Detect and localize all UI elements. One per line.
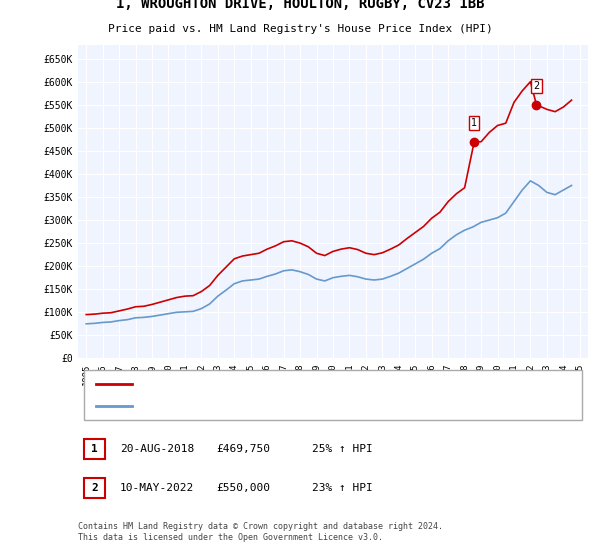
Text: 10-MAY-2022: 10-MAY-2022 — [120, 483, 194, 493]
Text: 2: 2 — [533, 81, 539, 91]
Text: £469,750: £469,750 — [216, 444, 270, 454]
Text: Price paid vs. HM Land Registry's House Price Index (HPI): Price paid vs. HM Land Registry's House … — [107, 24, 493, 34]
Text: 1: 1 — [91, 444, 98, 454]
Text: £550,000: £550,000 — [216, 483, 270, 493]
Text: 1, WROUGHTON DRIVE, HOULTON, RUGBY, CV23 1BB: 1, WROUGHTON DRIVE, HOULTON, RUGBY, CV23… — [116, 0, 484, 11]
Text: 25% ↑ HPI: 25% ↑ HPI — [312, 444, 373, 454]
Text: Contains HM Land Registry data © Crown copyright and database right 2024.
This d: Contains HM Land Registry data © Crown c… — [78, 522, 443, 542]
Text: 2: 2 — [91, 483, 98, 493]
Text: 1, WROUGHTON DRIVE, HOULTON, RUGBY, CV23 1BB (detached house): 1, WROUGHTON DRIVE, HOULTON, RUGBY, CV23… — [138, 379, 466, 388]
Text: HPI: Average price, detached house, Rugby: HPI: Average price, detached house, Rugb… — [138, 402, 358, 410]
Text: 23% ↑ HPI: 23% ↑ HPI — [312, 483, 373, 493]
Text: 1: 1 — [471, 118, 477, 128]
Text: 20-AUG-2018: 20-AUG-2018 — [120, 444, 194, 454]
